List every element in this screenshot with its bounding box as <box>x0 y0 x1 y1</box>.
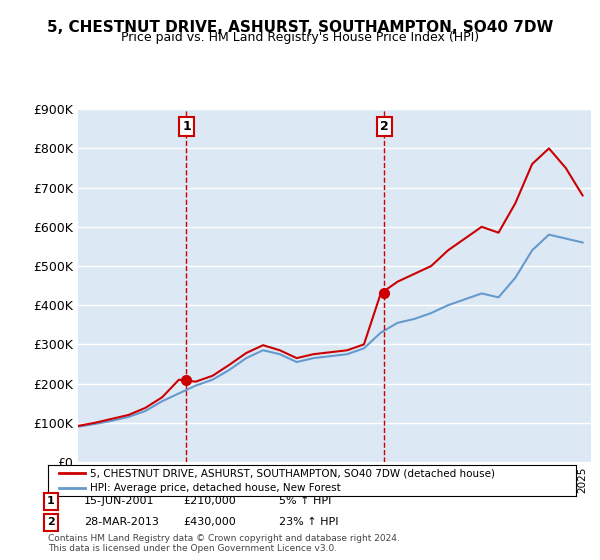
Text: 5, CHESTNUT DRIVE, ASHURST, SOUTHAMPTON, SO40 7DW (detached house): 5, CHESTNUT DRIVE, ASHURST, SOUTHAMPTON,… <box>90 468 495 478</box>
Text: HPI: Average price, detached house, New Forest: HPI: Average price, detached house, New … <box>90 483 341 493</box>
Text: 2: 2 <box>47 517 55 528</box>
Text: Price paid vs. HM Land Registry's House Price Index (HPI): Price paid vs. HM Land Registry's House … <box>121 31 479 44</box>
Text: 28-MAR-2013: 28-MAR-2013 <box>84 517 159 528</box>
Text: 2: 2 <box>380 120 389 133</box>
Text: 15-JUN-2001: 15-JUN-2001 <box>84 496 155 506</box>
Text: 1: 1 <box>182 120 191 133</box>
Text: 1: 1 <box>47 496 55 506</box>
Text: 5% ↑ HPI: 5% ↑ HPI <box>279 496 331 506</box>
Text: 23% ↑ HPI: 23% ↑ HPI <box>279 517 338 528</box>
Text: Contains HM Land Registry data © Crown copyright and database right 2024.
This d: Contains HM Land Registry data © Crown c… <box>48 534 400 553</box>
Text: 5, CHESTNUT DRIVE, ASHURST, SOUTHAMPTON, SO40 7DW: 5, CHESTNUT DRIVE, ASHURST, SOUTHAMPTON,… <box>47 20 553 35</box>
Text: £210,000: £210,000 <box>183 496 236 506</box>
Text: £430,000: £430,000 <box>183 517 236 528</box>
